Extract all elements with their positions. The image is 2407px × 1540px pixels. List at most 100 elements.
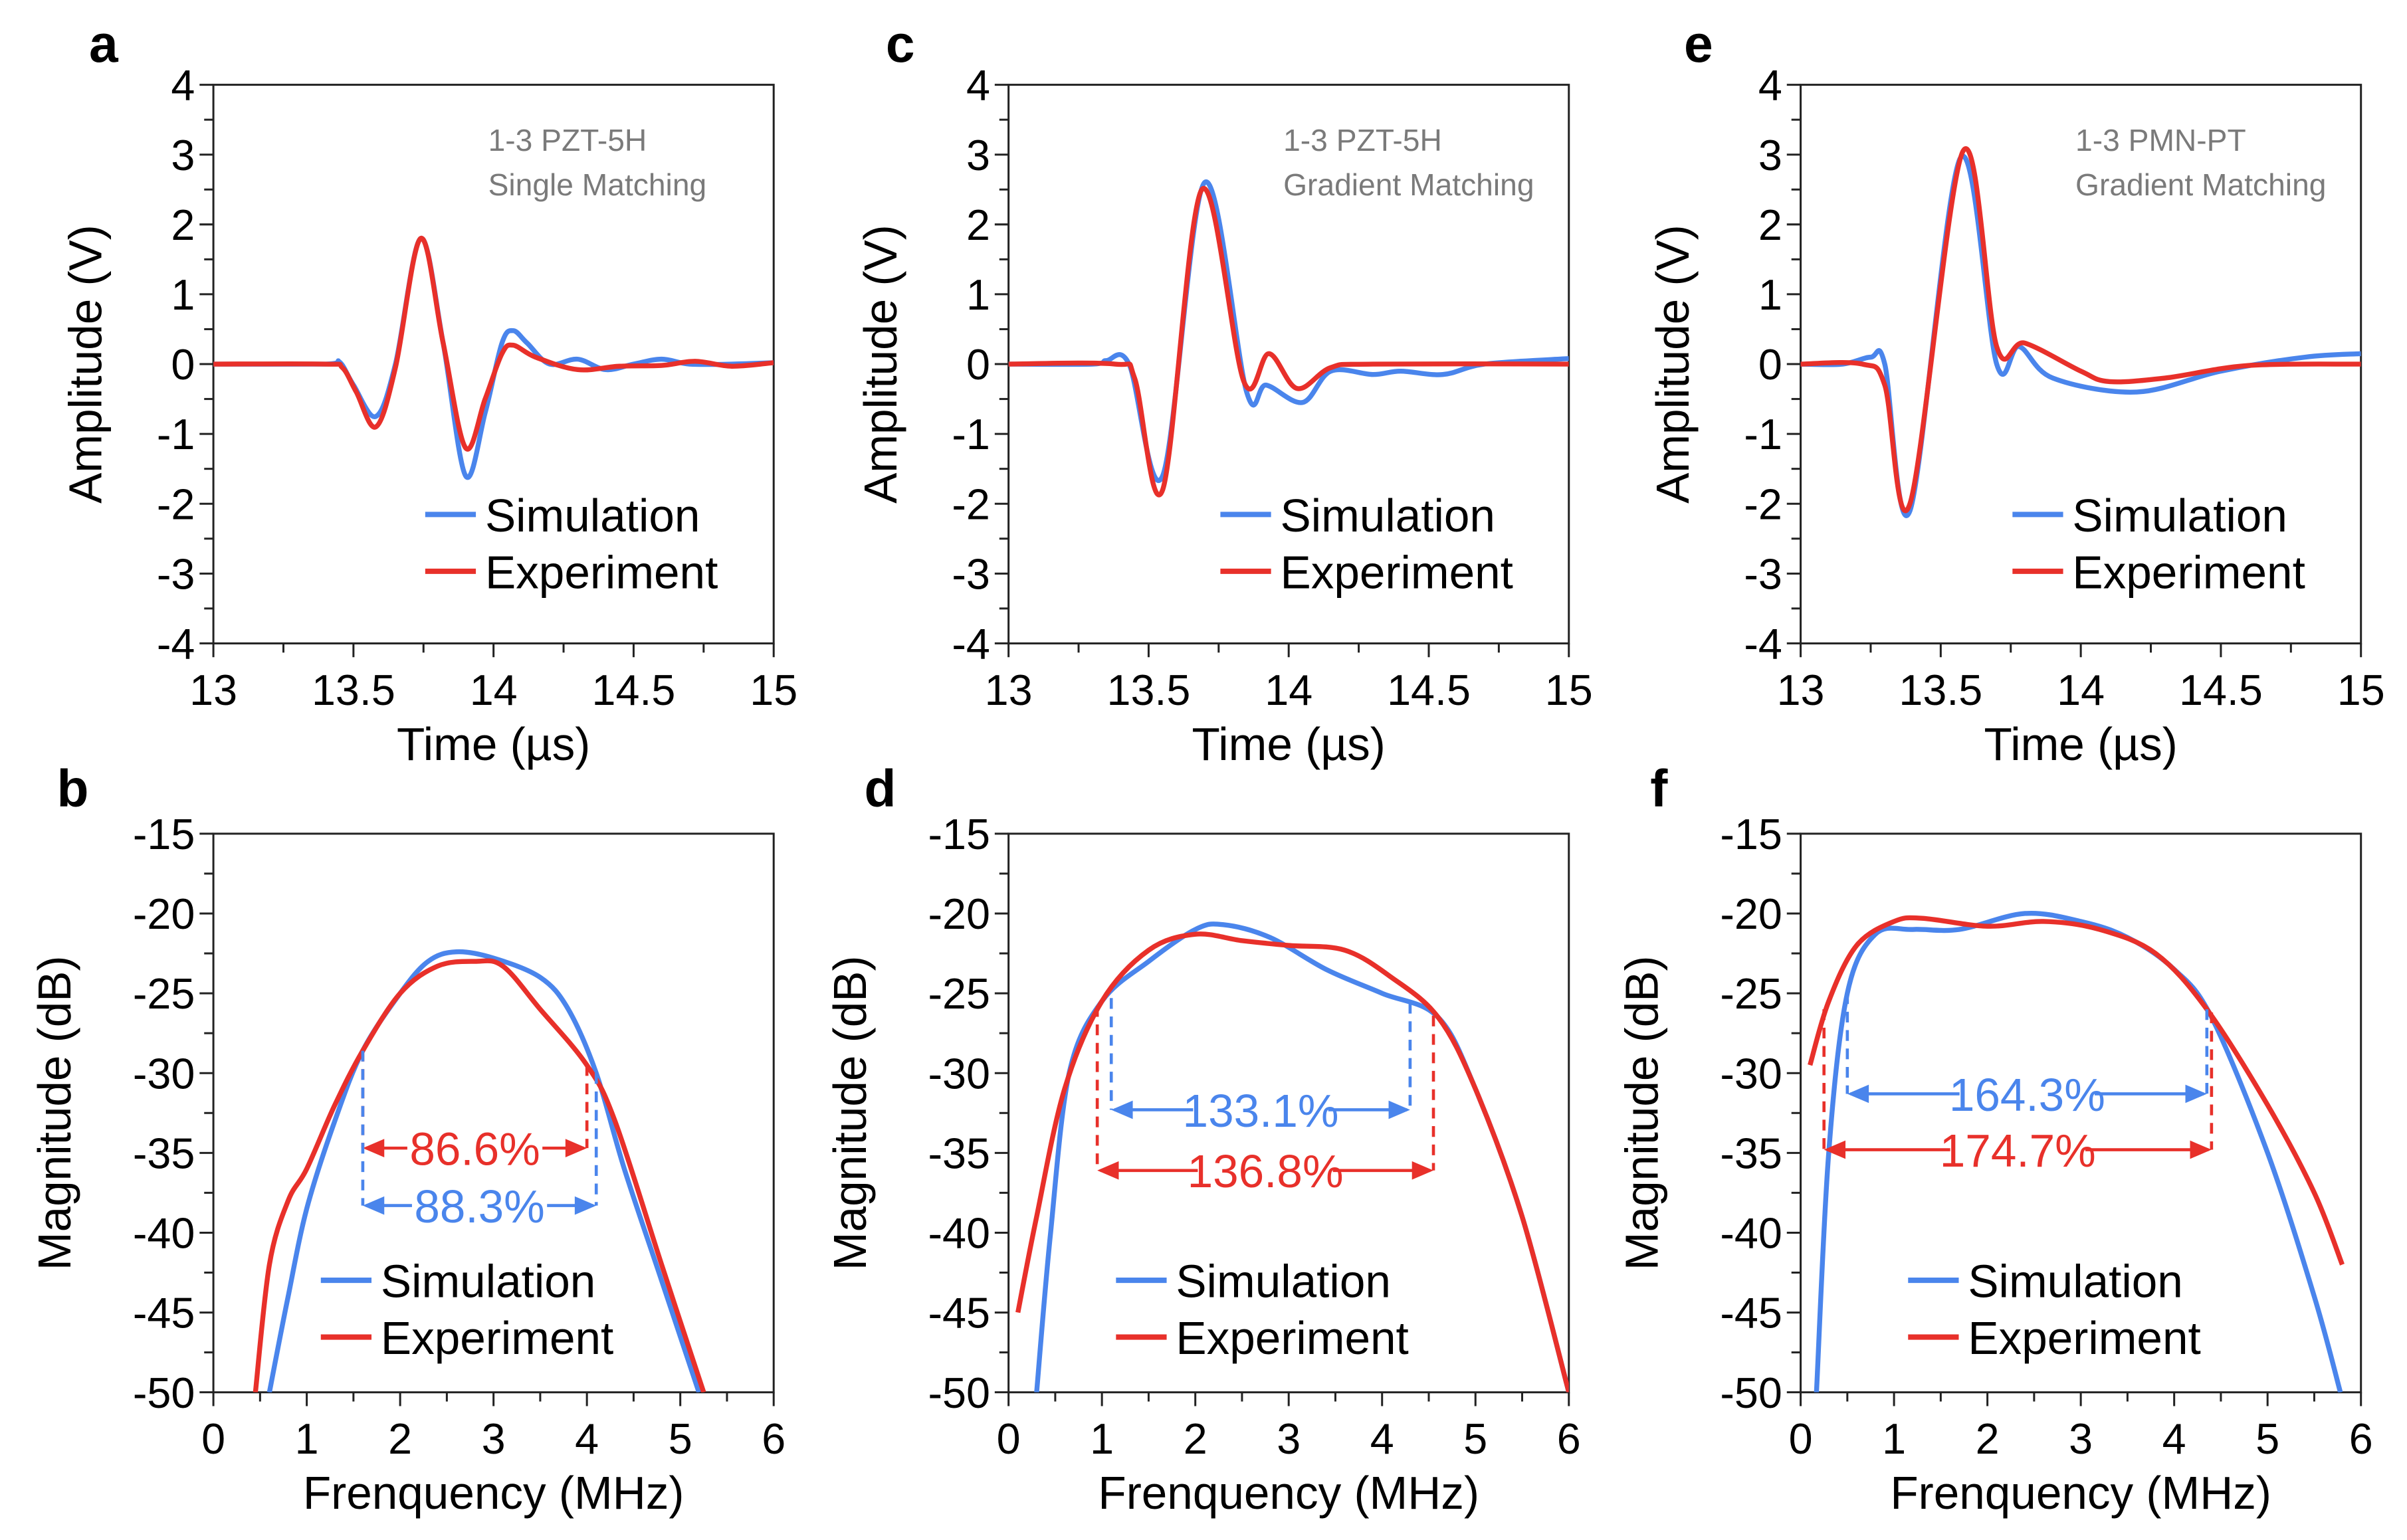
panel-b: b 0 1 2 3 4 5 6 -50 -45 -40 -35 -30 -25 -20 -15 Frenquen… (29, 759, 785, 1519)
y-tick-label: 3 (1758, 131, 1782, 179)
series-line-experiment (1015, 931, 1569, 1393)
x-tick-label: 13.5 (312, 666, 395, 714)
legend-label: Simulation (485, 490, 700, 541)
legend-label: Experiment (1968, 1312, 2200, 1364)
y-tick-label: 0 (171, 340, 195, 389)
bandwidth-label: 86.6% (409, 1123, 540, 1175)
x-tick-label: 13.5 (1106, 666, 1190, 714)
legend-entry-experiment: Experiment (1116, 1312, 1409, 1364)
y-tick-label: -4 (157, 620, 195, 668)
panel-letter: b (56, 759, 88, 817)
arrowhead-left-icon (1111, 1100, 1133, 1119)
x-axis-title: Frenquency (MHz) (303, 1467, 684, 1519)
plot-frame (212, 832, 775, 1394)
legend-label: Simulation (1280, 490, 1495, 541)
legend-entry-experiment: Experiment (320, 1312, 613, 1364)
y-tick-label: -15 (133, 810, 195, 858)
series-line-experiment (1808, 915, 2345, 1266)
y-tick-label: -30 (133, 1049, 195, 1098)
series-group (1808, 910, 2345, 1393)
panel-letter: e (1684, 15, 1713, 73)
y-tick-label: 2 (171, 201, 195, 249)
y-tick-label: -1 (157, 410, 195, 458)
y-tick-label: -20 (1720, 890, 1782, 938)
y-tick-label: -1 (952, 410, 990, 458)
y-tick-label: -50 (1720, 1369, 1782, 1417)
x-tick-label: 6 (2349, 1414, 2373, 1463)
y-axis-title: Amplitude (V) (855, 225, 906, 504)
series-line-experiment (1008, 185, 1569, 498)
y-tick-label: 3 (966, 131, 990, 179)
x-tick-label: 15 (2337, 666, 2385, 714)
series-line-simulation (266, 949, 702, 1393)
series-line-simulation (213, 236, 774, 480)
series-line-simulation (1814, 910, 2343, 1393)
y-tick-label: 2 (1758, 201, 1782, 249)
series-group (1015, 921, 1569, 1393)
arrowhead-right-icon (2185, 1084, 2207, 1104)
legend-entry-simulation: Simulation (2012, 490, 2287, 541)
bandwidth-annotation: 133.1% (1109, 998, 1412, 1137)
y-tick-label: -3 (1744, 549, 1782, 598)
legend-label: Experiment (485, 546, 718, 598)
arrowhead-right-icon (1412, 1161, 1434, 1180)
y-tick-label: 2 (966, 201, 990, 249)
series-line-simulation (1008, 179, 1569, 484)
x-tick-label: 0 (997, 1414, 1021, 1463)
panel-letter: a (89, 15, 119, 73)
legend-entry-experiment: Experiment (425, 546, 718, 598)
x-tick-label: 14 (2057, 666, 2105, 714)
y-tick-label: -2 (1744, 480, 1782, 528)
x-tick-label: 2 (1976, 1414, 2000, 1463)
arrowhead-right-icon (574, 1196, 597, 1215)
material-annotation: 1-3 PZT-5H (488, 123, 647, 157)
x-tick-label: 1 (1882, 1414, 1906, 1463)
x-tick-label: 13.5 (1899, 666, 1982, 714)
y-tick-label: -4 (1744, 620, 1782, 668)
x-tick-label: 14.5 (2179, 666, 2263, 714)
y-axis-title: Magnitude (dB) (29, 955, 80, 1270)
series-group (1008, 179, 1569, 498)
y-tick-label: 4 (171, 61, 195, 110)
panel-c: c 13 13.5 14 14.5 15 -4 -3 -2 -1 0 1 2 3 4 Time (µs) Amp… (855, 15, 1593, 770)
material-annotation: Single Matching (488, 167, 707, 202)
x-tick-label: 3 (2069, 1414, 2093, 1463)
material-annotation: Gradient Matching (2075, 167, 2326, 202)
panel-letter: f (1650, 759, 1668, 817)
legend-label: Experiment (381, 1312, 613, 1364)
y-tick-label: -50 (928, 1369, 990, 1417)
y-tick-label: -25 (1720, 969, 1782, 1018)
y-axis-title: Amplitude (V) (59, 225, 111, 504)
arrowhead-left-icon (1824, 1140, 1846, 1159)
bandwidth-label: 164.3% (1949, 1069, 2105, 1121)
x-tick-label: 0 (201, 1414, 225, 1463)
y-tick-label: -40 (928, 1209, 990, 1258)
bandwidth-annotation: 164.3% (1845, 993, 2209, 1121)
y-tick-label: -3 (157, 549, 195, 598)
y-tick-label: -35 (1720, 1129, 1782, 1177)
legend-label: Experiment (2072, 546, 2305, 598)
panel-letter: c (886, 15, 915, 73)
x-tick-label: 4 (1370, 1414, 1394, 1463)
bandwidth-annotation: 86.6% (361, 1050, 589, 1175)
y-tick-label: 0 (966, 340, 990, 389)
y-tick-label: 3 (171, 131, 195, 179)
legend-entry-experiment: Experiment (1220, 546, 1513, 598)
y-tick-label: -30 (1720, 1049, 1782, 1098)
legend-entry-simulation: Simulation (425, 490, 700, 541)
arrowhead-left-icon (1847, 1084, 1869, 1104)
y-tick-label: -45 (133, 1289, 195, 1337)
y-tick-label: -15 (928, 810, 990, 858)
y-tick-label: -25 (928, 969, 990, 1018)
y-tick-label: 1 (1758, 270, 1782, 319)
series-line-experiment (1800, 146, 2361, 514)
panel-a: a 13 13.5 14 14.5 15 -4 -3 -2 -1 0 1 2 3 4 Time (µs) Amp… (59, 15, 797, 770)
y-tick-label: -2 (952, 480, 990, 528)
x-tick-label: 14 (470, 666, 518, 714)
series-group (213, 236, 774, 480)
bandwidth-label: 133.1% (1183, 1085, 1339, 1137)
bandwidth-label: 136.8% (1188, 1145, 1344, 1197)
bandwidth-label: 88.3% (414, 1181, 544, 1232)
bandwidth-label: 174.7% (1940, 1125, 2096, 1177)
x-tick-label: 13 (1777, 666, 1825, 714)
